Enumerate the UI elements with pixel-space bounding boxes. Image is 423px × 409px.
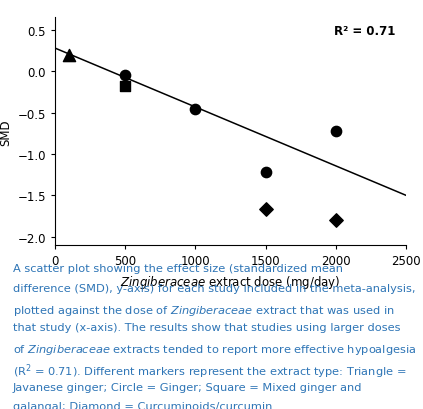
Text: galangal; Diamond = Curcuminoids/curcumin: galangal; Diamond = Curcuminoids/curcumi… [13,401,272,409]
Point [262,207,269,213]
Y-axis label: SMD: SMD [0,119,12,145]
Point [262,169,269,176]
Point [66,52,72,59]
Point [332,217,339,224]
Text: that study (x-axis). The results show that studies using larger doses: that study (x-axis). The results show th… [13,323,400,333]
Text: A scatter plot showing the effect size (standardized mean: A scatter plot showing the effect size (… [13,264,343,274]
Point [332,128,339,135]
X-axis label: $\mathit{Zingiberaceae}$ extract dose (mg/day): $\mathit{Zingiberaceae}$ extract dose (m… [121,273,341,290]
Point [122,72,129,79]
Text: of $\it{Zingiberaceae}$ extracts tended to report more effective hypoalgesia: of $\it{Zingiberaceae}$ extracts tended … [13,342,416,356]
Point [122,84,129,90]
Text: difference (SMD), y-axis) for each study included in the meta-analysis,: difference (SMD), y-axis) for each study… [13,283,415,293]
Text: R² = 0.71: R² = 0.71 [334,25,396,38]
Text: plotted against the dose of $\it{Zingiberaceae}$ extract that was used in: plotted against the dose of $\it{Zingibe… [13,303,394,317]
Point [192,107,199,113]
Text: (R$^2$ = 0.71). Different markers represent the extract type: Triangle =: (R$^2$ = 0.71). Different markers repres… [13,362,406,380]
Text: Javanese ginger; Circle = Ginger; Square = Mixed ginger and: Javanese ginger; Circle = Ginger; Square… [13,382,362,391]
